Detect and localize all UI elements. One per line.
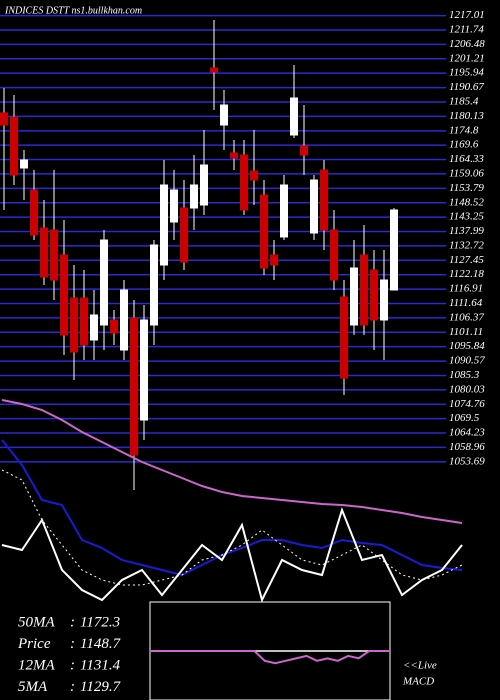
candle-body (220, 104, 228, 126)
y-tick-label: 1206.48 (449, 38, 485, 50)
candle-body (190, 184, 198, 209)
y-tick-label: 1211.74 (449, 24, 484, 36)
candle-body (10, 116, 18, 176)
candle-body (120, 289, 128, 351)
candle-body (110, 319, 118, 334)
candle-body (30, 189, 38, 236)
candle-body (200, 164, 208, 206)
candle-body (50, 229, 58, 281)
candle-body (260, 194, 268, 269)
candle-body (70, 297, 78, 353)
candle-body (210, 67, 218, 73)
info-label: 50MA (18, 614, 55, 630)
candle-body (270, 254, 278, 266)
y-tick-label: 1064.23 (449, 427, 485, 439)
y-tick-label: 1127.45 (449, 254, 484, 266)
indicator-line (1, 439, 463, 577)
info-label: Price (17, 636, 51, 652)
candle-body (160, 184, 168, 266)
y-tick-label: 1185.4 (449, 95, 479, 107)
indicator-line (1, 399, 463, 524)
y-tick-label: 1148.52 (449, 196, 484, 208)
annotation: <<Live (403, 660, 437, 672)
candle-body (390, 209, 398, 291)
info-value: 1172.3 (80, 614, 120, 630)
y-tick-label: 1169.6 (449, 139, 479, 151)
y-tick-label: 1058.96 (449, 441, 485, 453)
candle-body (100, 239, 108, 326)
y-tick-label: 1137.99 (449, 225, 484, 237)
y-tick-label: 1195.94 (449, 67, 484, 79)
y-tick-label: 1111.64 (449, 297, 483, 309)
indicator-line (1, 469, 463, 586)
y-tick-label: 1101.11 (449, 326, 483, 338)
candle-body (380, 279, 388, 321)
candle-body (150, 244, 158, 326)
candle-body (60, 254, 68, 336)
info-label: 12MA (18, 657, 55, 673)
y-tick-label: 1069.5 (449, 412, 480, 424)
candle-body (320, 169, 328, 231)
candle-body (130, 317, 138, 456)
y-tick-label: 1217.01 (449, 9, 485, 21)
y-tick-label: 1190.67 (449, 81, 484, 93)
y-tick-label: 1143.25 (449, 211, 484, 223)
y-tick-label: 1074.76 (449, 398, 485, 410)
y-tick-label: 1122.18 (449, 268, 484, 280)
y-tick-label: 1095.84 (449, 340, 485, 352)
macd-line (150, 650, 390, 665)
candle-body (290, 97, 298, 136)
candle-body (370, 269, 378, 321)
candle-body (230, 152, 238, 159)
candle-body (0, 112, 8, 126)
candle-body (180, 207, 188, 263)
candle-body (250, 170, 258, 181)
y-tick-label: 1085.3 (449, 369, 480, 381)
info-sep: : (70, 657, 75, 673)
y-tick-label: 1164.33 (449, 153, 484, 165)
y-tick-label: 1080.03 (449, 383, 485, 395)
candle-body (40, 227, 48, 278)
y-tick-label: 1180.13 (449, 110, 484, 122)
y-tick-label: 1159.06 (449, 167, 484, 179)
y-tick-label: 1174.8 (449, 124, 479, 136)
candle-body (240, 154, 248, 211)
info-label: 5MA (18, 679, 48, 695)
candle-body (330, 229, 338, 281)
candle-body (310, 179, 318, 234)
candle-body (350, 267, 358, 326)
info-value: 1148.7 (80, 636, 122, 652)
candle-body (140, 319, 148, 421)
info-value: 1129.7 (80, 679, 122, 695)
candle-body (20, 159, 28, 169)
candle-body (90, 314, 98, 341)
indicator-line (1, 506, 463, 603)
info-sep: : (70, 679, 75, 695)
y-tick-label: 1201.21 (449, 52, 485, 64)
chart-title: INDICES DSTT ns1.bullkhan.com (4, 5, 142, 16)
info-value: 1131.4 (80, 657, 121, 673)
candle-body (340, 296, 348, 379)
y-tick-label: 1106.37 (449, 311, 484, 323)
y-tick-label: 1116.91 (449, 283, 483, 295)
info-sep: : (70, 614, 75, 630)
y-tick-label: 1132.72 (449, 239, 484, 251)
y-tick-label: 1053.69 (449, 455, 485, 467)
info-sep: : (70, 636, 75, 652)
candle-body (280, 184, 288, 238)
candle-body (170, 189, 178, 223)
candle-body (80, 297, 88, 346)
panel-title: MACD (402, 676, 434, 688)
y-tick-label: 1090.57 (449, 355, 485, 367)
y-tick-label: 1153.79 (449, 182, 484, 194)
candle-body (360, 254, 368, 326)
candle-body (300, 145, 308, 156)
